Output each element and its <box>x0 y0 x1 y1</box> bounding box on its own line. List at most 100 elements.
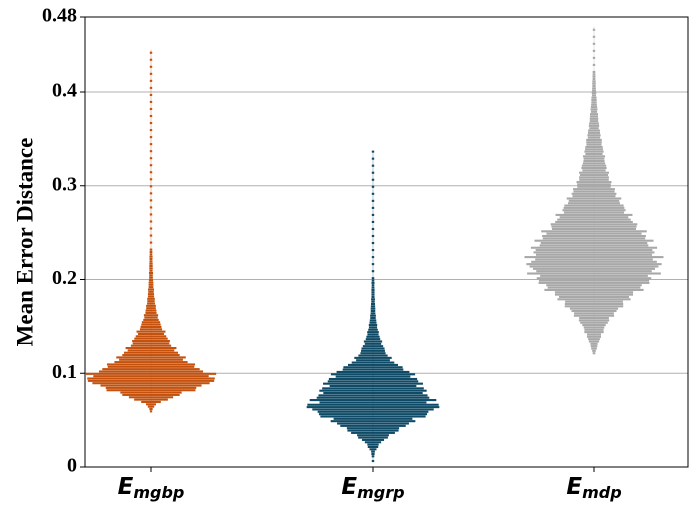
violin-0-bar <box>149 122 153 125</box>
violin-1-bar <box>367 443 379 446</box>
violin-2-bar <box>544 288 644 291</box>
violin-1-bar <box>371 157 375 160</box>
violin-1-bar <box>371 270 375 273</box>
violin-1-bar <box>337 422 409 425</box>
violin-1-bar <box>369 319 377 322</box>
violin-2-bar <box>590 106 598 109</box>
violin-1-bar <box>371 279 375 282</box>
violin-1-bar <box>367 333 379 336</box>
violin-0-bar <box>149 143 153 146</box>
violin-0-bar <box>149 253 153 256</box>
violin-0-bar <box>144 316 158 319</box>
violin-2-bar <box>581 164 607 167</box>
violin-0-bar <box>149 255 153 258</box>
violin-0-bar <box>147 297 155 300</box>
violin-1-bar <box>363 340 383 343</box>
violin-1-bar <box>368 328 378 331</box>
violin-1-bar <box>370 307 376 310</box>
violin-2-bar <box>591 94 597 97</box>
violin-0-bar <box>147 293 155 296</box>
violin-1-bar <box>371 284 375 287</box>
violin-1-bar <box>354 356 392 359</box>
violin-2-bar <box>535 253 653 256</box>
violin-2-bar <box>564 204 624 207</box>
violin-0-bar <box>132 342 170 345</box>
violin-1-bar <box>371 234 375 238</box>
violin-2-bar <box>535 258 653 261</box>
violin-2-bar <box>532 267 656 270</box>
violin-0-bar <box>122 393 180 396</box>
violin-1-bar <box>370 314 376 317</box>
violin-2-bar <box>571 309 617 313</box>
violin-1-bar <box>370 305 376 308</box>
violin-0-bar <box>130 344 172 347</box>
violin-1-bar <box>370 309 376 313</box>
violin-2-bar <box>568 199 620 202</box>
violin-1-bar <box>351 361 395 364</box>
violin-0-bar <box>141 323 161 326</box>
violin-0-bar <box>149 260 153 263</box>
violin-1-bar <box>312 408 434 411</box>
violin-0-bar <box>139 328 163 331</box>
violin-0-bar <box>143 318 159 321</box>
violin-1-bar <box>319 401 427 404</box>
violin-2-bar <box>535 249 653 252</box>
violin-1-bar <box>360 352 386 355</box>
violin-0-bar <box>149 58 153 61</box>
violin-1-bar <box>351 431 395 434</box>
violin-2-bar <box>592 49 596 52</box>
violin-0-bar <box>100 384 202 387</box>
violin-2-bar <box>579 171 609 174</box>
violin-2-bar <box>538 281 650 284</box>
violin-0-bar <box>145 403 157 406</box>
violin-2-bar <box>546 232 642 235</box>
violin-0-bar <box>148 281 154 284</box>
violin-1-bar <box>306 406 440 409</box>
violin-1-bar <box>343 366 403 369</box>
violin-2-bar <box>588 340 600 343</box>
violin-0-bar <box>149 250 153 253</box>
violin-2-bar <box>584 150 604 153</box>
violin-2-bar <box>590 108 598 111</box>
violin-2-bar <box>573 314 615 317</box>
violin-1-bar <box>371 452 375 456</box>
violin-2-bar <box>590 345 598 348</box>
violin-2-bar <box>551 225 637 228</box>
violin-1-bar <box>330 373 416 376</box>
violin-2-bar <box>582 169 606 172</box>
violin-1-bar <box>318 413 428 416</box>
violin-2-bar <box>590 115 598 118</box>
violin-1-bar <box>346 427 400 430</box>
violin-1-bar <box>358 354 388 357</box>
violin-2-bar <box>589 122 599 125</box>
violin-2-bar <box>576 181 612 184</box>
violin-2-bar <box>592 35 596 38</box>
violin-1 <box>306 150 440 463</box>
violin-2-bar <box>555 220 633 223</box>
violin-0-bar <box>149 136 153 139</box>
violin-2-bar <box>588 338 600 341</box>
violin-2-bar <box>587 131 601 134</box>
violin-1-bar <box>323 382 423 385</box>
violin-1-bar <box>371 164 375 167</box>
violin-1-bar <box>330 420 416 423</box>
violin-0-bar <box>149 164 153 167</box>
violin-1-bar <box>371 192 375 195</box>
violin-2-bar <box>591 96 597 99</box>
violin-2-bar <box>592 70 596 73</box>
x-tick-label-2: Emdp <box>566 474 621 502</box>
violin-2-bar <box>586 141 602 144</box>
violin-0-bar <box>93 375 209 378</box>
violin-2-bar <box>573 188 615 191</box>
violin-2-bar <box>591 347 597 350</box>
violin-0-bar <box>147 302 155 305</box>
violin-2-bar <box>589 117 599 120</box>
violin-2-bar <box>586 335 602 338</box>
violin-0-bar <box>116 356 186 359</box>
violin-1-bar <box>361 438 385 441</box>
x-tick-label-1: Emgrp <box>341 474 404 502</box>
violin-0-bar <box>149 407 153 411</box>
violin-1-bar <box>340 424 406 427</box>
violin-1-bar <box>371 293 375 296</box>
violin-2-bar <box>586 143 602 146</box>
